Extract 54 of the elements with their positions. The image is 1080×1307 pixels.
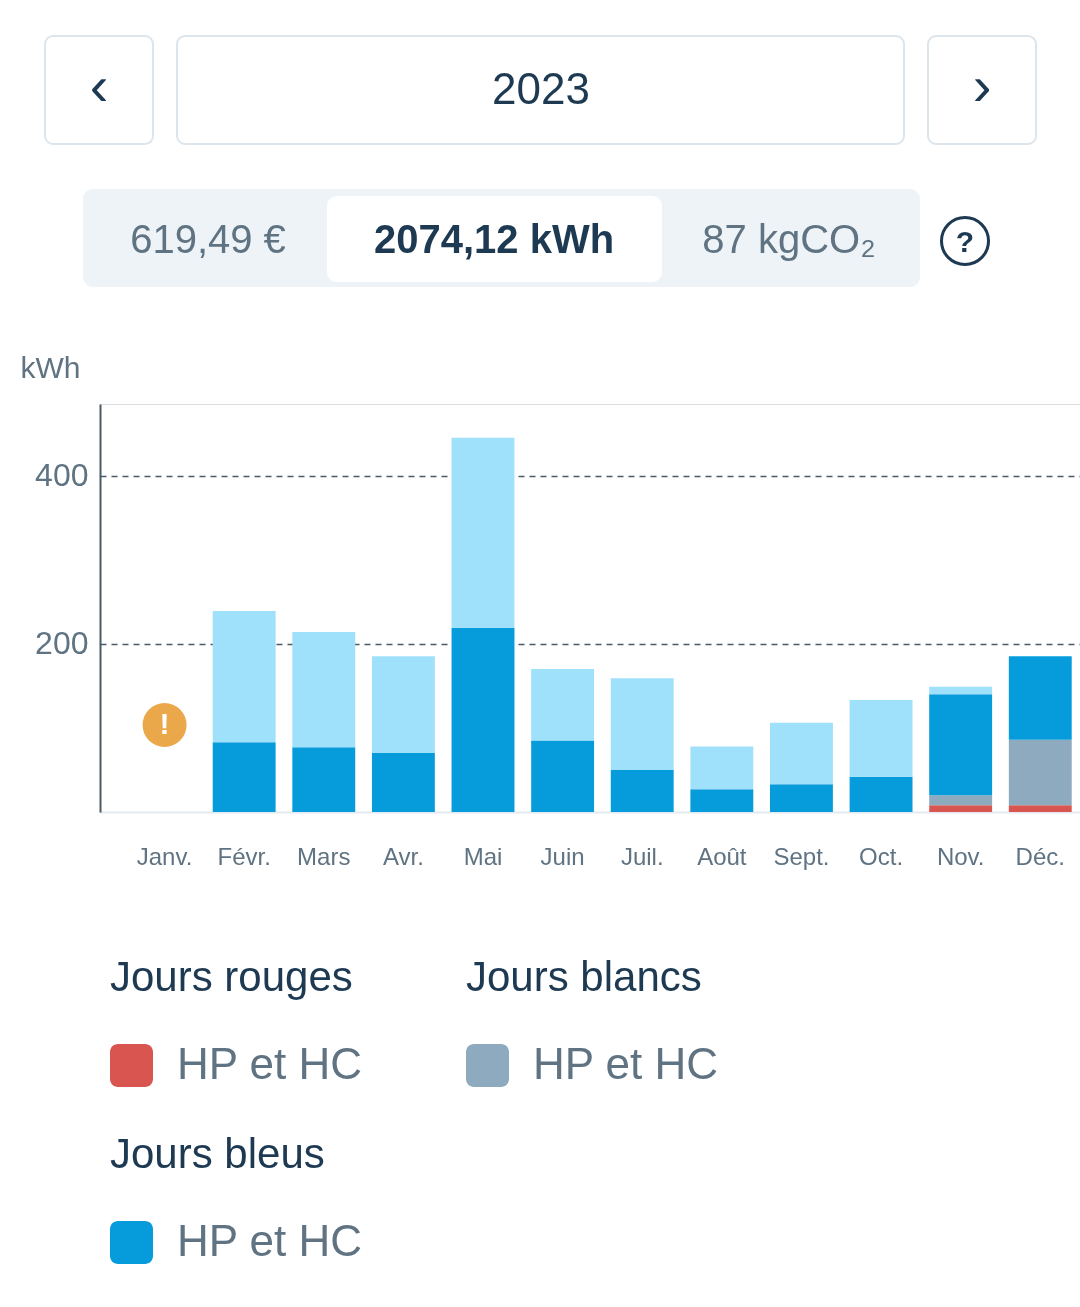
x-tick-label: Juin: [540, 842, 585, 870]
bar: [531, 740, 595, 812]
bar: [610, 769, 674, 812]
bar: [212, 742, 276, 812]
y-tick-label: 400: [35, 457, 89, 494]
x-tick-label: Mai: [463, 842, 503, 870]
bar: [531, 668, 595, 741]
bar: [1008, 805, 1072, 812]
text: 2074,12 kWh: [373, 217, 615, 261]
chart-title: 2023: [492, 64, 590, 113]
x-tick-label: Sept.: [773, 842, 830, 870]
bar: [929, 805, 993, 812]
text: Jours blancs: [466, 953, 702, 1000]
x-tick-label: Oct.: [859, 842, 904, 870]
y-tick-label: 200: [35, 625, 89, 662]
bar: [292, 631, 356, 748]
x-tick-label: Août: [697, 842, 747, 870]
bar: [451, 627, 515, 812]
x-tick-label: Mars: [297, 842, 351, 870]
legend-label: HP et HC: [533, 1039, 719, 1088]
bar: [1008, 739, 1072, 806]
bar: [371, 656, 435, 754]
bar: [451, 437, 515, 628]
bar: [770, 784, 833, 812]
bar: [212, 610, 276, 743]
bar: [929, 694, 993, 796]
bar: [849, 700, 913, 777]
text: Jours bleus: [110, 1130, 325, 1177]
text: ›: [972, 54, 992, 117]
text: ‹: [89, 54, 109, 117]
bar: [610, 678, 674, 770]
x-tick-label: Avr.: [382, 842, 424, 870]
y-axis-title: kWh: [20, 350, 81, 384]
legend-label: HP et HC: [177, 1216, 363, 1265]
legend-label: HP et HC: [177, 1039, 363, 1088]
bar: [929, 686, 993, 695]
x-tick-label: Nov.: [936, 842, 985, 870]
x-tick-label: Janv.: [136, 842, 193, 870]
x-tick-label: Févr.: [217, 842, 271, 870]
text: 619,49 €: [130, 217, 286, 261]
bar: [1008, 656, 1072, 740]
bar: [690, 789, 754, 812]
bar: [770, 722, 833, 785]
x-tick-label: Juil.: [620, 842, 664, 870]
text: 87 kgCO₂: [702, 217, 876, 261]
bar: [292, 747, 356, 812]
x-tick-label: Déc.: [1015, 842, 1065, 870]
text: ?: [955, 225, 975, 258]
bar: [690, 746, 754, 790]
bar: [849, 776, 913, 812]
annotation: !: [159, 707, 170, 740]
text: Jours rouges: [110, 953, 353, 1000]
bar: [371, 753, 435, 812]
bar: [929, 795, 993, 806]
